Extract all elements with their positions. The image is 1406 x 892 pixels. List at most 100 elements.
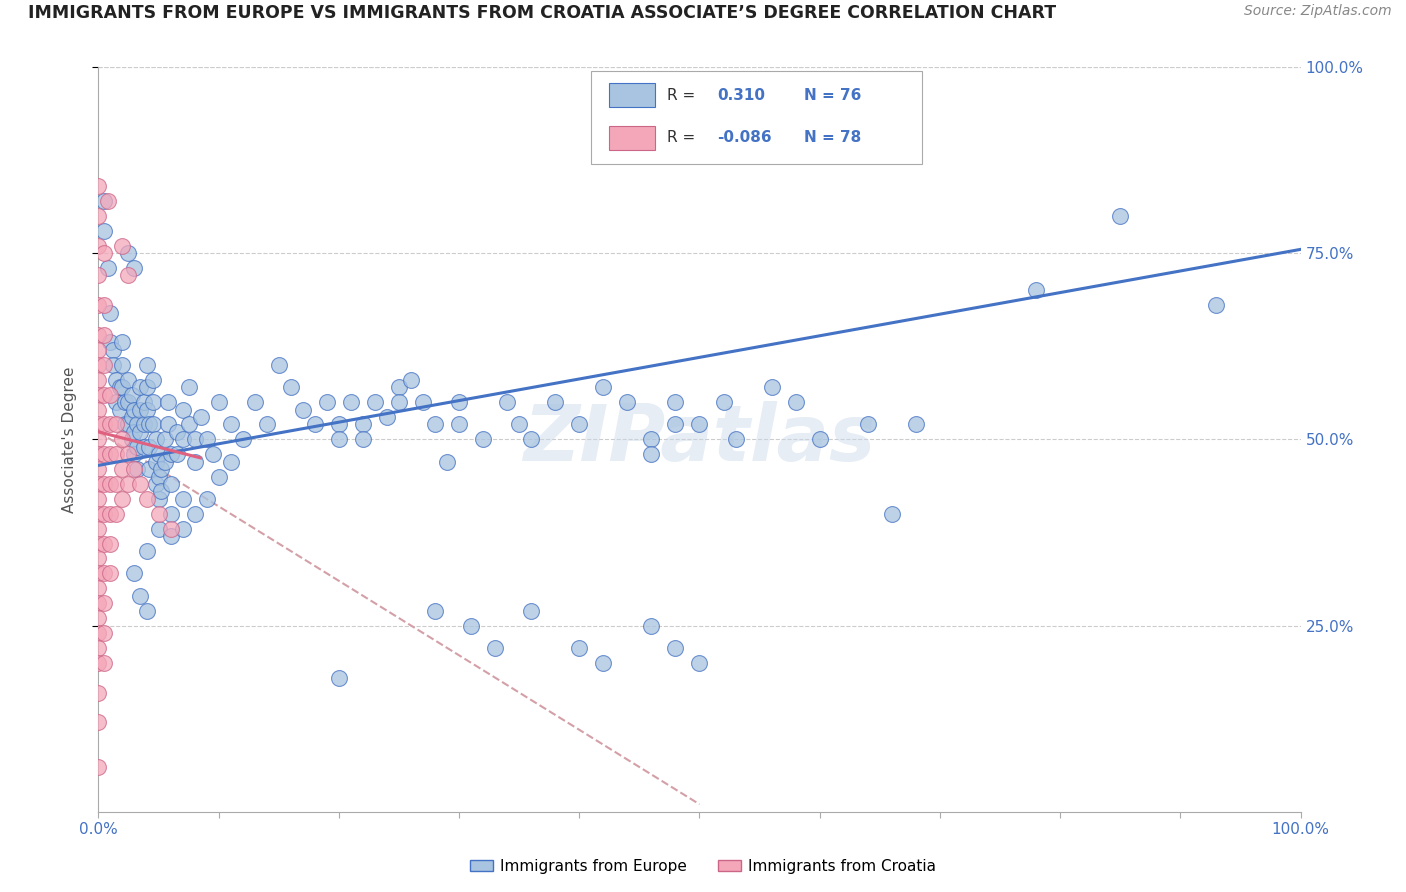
Text: N = 76: N = 76 — [804, 87, 862, 103]
Text: ZIPatlas: ZIPatlas — [523, 401, 876, 477]
Point — [87, 387, 110, 401]
Point — [87, 298, 110, 312]
Point — [592, 380, 614, 394]
Point — [111, 491, 134, 506]
Point — [108, 402, 131, 417]
Point — [172, 491, 194, 506]
Point — [280, 380, 302, 394]
Point — [472, 433, 495, 447]
Point — [121, 387, 143, 401]
Point — [124, 425, 146, 439]
Point — [93, 298, 115, 312]
Point — [111, 380, 134, 394]
Text: Source: ZipAtlas.com: Source: ZipAtlas.com — [1244, 4, 1392, 19]
Point — [105, 507, 128, 521]
Point — [195, 491, 218, 506]
Point — [423, 417, 446, 432]
Point — [87, 209, 110, 223]
Point — [87, 715, 110, 730]
Point — [447, 395, 470, 409]
Point — [159, 522, 181, 536]
Point — [177, 417, 200, 432]
Point — [129, 477, 152, 491]
Point — [664, 640, 686, 655]
Point — [93, 566, 115, 581]
Point — [93, 246, 115, 260]
Point — [436, 455, 458, 469]
Point — [148, 507, 170, 521]
Point — [87, 640, 110, 655]
Point — [121, 433, 143, 447]
Point — [87, 328, 110, 343]
Point — [87, 611, 110, 625]
Point — [105, 447, 128, 461]
Point — [129, 589, 152, 603]
Point — [157, 417, 180, 432]
Point — [856, 417, 879, 432]
Point — [256, 417, 278, 432]
Point — [568, 417, 591, 432]
Point — [93, 507, 115, 521]
Point — [148, 447, 170, 461]
Point — [640, 447, 662, 461]
Point — [100, 477, 122, 491]
Point — [145, 455, 167, 469]
Point — [87, 402, 110, 417]
Point — [148, 491, 170, 506]
Point — [208, 395, 231, 409]
Point — [108, 380, 131, 394]
Point — [125, 462, 148, 476]
Point — [201, 447, 224, 461]
Point — [111, 335, 134, 350]
Point — [148, 469, 170, 483]
Point — [135, 402, 157, 417]
Point — [87, 582, 110, 596]
Point — [117, 395, 139, 409]
Point — [100, 536, 122, 550]
Point — [172, 402, 194, 417]
Point — [111, 433, 134, 447]
Point — [87, 433, 110, 447]
Point — [145, 477, 167, 491]
Point — [880, 507, 903, 521]
Point — [87, 417, 110, 432]
Point — [93, 358, 115, 372]
Point — [689, 417, 711, 432]
Point — [664, 417, 686, 432]
Point — [100, 507, 122, 521]
Point — [87, 179, 110, 194]
Point — [219, 417, 242, 432]
Point — [87, 685, 110, 699]
Point — [508, 417, 530, 432]
Point — [105, 417, 128, 432]
Point — [761, 380, 783, 394]
Point — [93, 656, 115, 670]
Point — [93, 328, 115, 343]
Point — [689, 656, 711, 670]
Point — [111, 358, 134, 372]
Point — [87, 462, 110, 476]
Point — [412, 395, 434, 409]
Legend: Immigrants from Europe, Immigrants from Croatia: Immigrants from Europe, Immigrants from … — [464, 853, 942, 880]
Point — [484, 640, 506, 655]
Point — [177, 380, 200, 394]
Point — [592, 656, 614, 670]
Text: 0.310: 0.310 — [717, 87, 765, 103]
Point — [93, 477, 115, 491]
Point — [97, 194, 120, 208]
Point — [87, 596, 110, 610]
Text: N = 78: N = 78 — [804, 130, 862, 145]
Point — [87, 358, 110, 372]
Point — [496, 395, 519, 409]
Point — [100, 306, 122, 320]
Point — [111, 462, 134, 476]
Point — [388, 380, 411, 394]
Point — [87, 343, 110, 357]
Point — [87, 447, 110, 461]
Point — [100, 566, 122, 581]
Point — [117, 373, 139, 387]
Point — [148, 522, 170, 536]
Point — [87, 477, 110, 491]
Point — [105, 395, 128, 409]
Point — [93, 194, 115, 208]
